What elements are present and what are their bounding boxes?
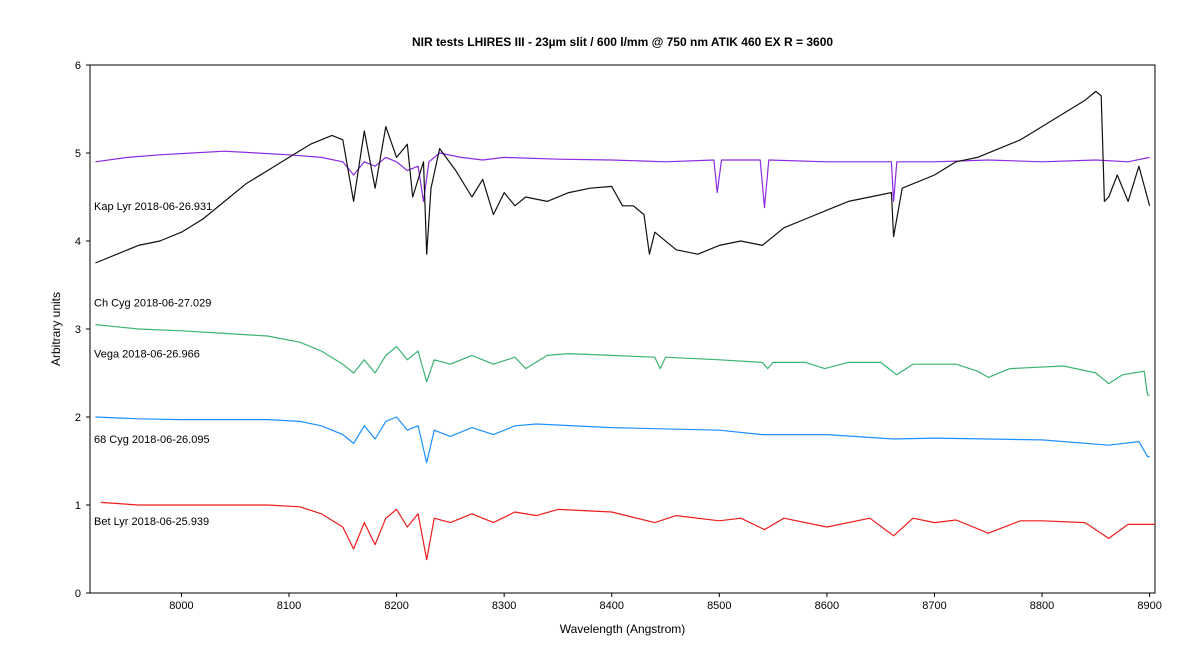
x-axis-label: Wavelength (Angstrom)	[560, 622, 686, 636]
x-tick-label: 8500	[707, 600, 731, 612]
y-tick-label: 0	[75, 588, 81, 600]
chart-title: NIR tests LHIRES III - 23µm slit / 600 l…	[412, 35, 833, 49]
y-tick-label: 1	[75, 500, 81, 512]
series-label: Ch Cyg 2018-06-27.029	[94, 298, 211, 310]
series-line	[95, 324, 1150, 396]
series-group	[95, 90, 1155, 561]
x-tick-label: 8600	[815, 600, 839, 612]
x-tick-label: 8800	[1030, 600, 1054, 612]
y-tick-label: 5	[75, 148, 81, 160]
series-label: Bet Lyr 2018-06-25.939	[94, 516, 209, 528]
series-line	[95, 90, 1151, 264]
y-tick-label: 2	[75, 412, 81, 424]
series-label: 68 Cyg 2018-06-26.095	[94, 434, 210, 446]
series-line	[95, 150, 1150, 209]
series-label: Kap Lyr 2018-06-26.931	[94, 201, 212, 213]
y-axis-label: Arbitrary units	[49, 292, 63, 366]
x-tick-label: 8400	[600, 600, 624, 612]
x-axis: 8000 8100 8200 8300 8400 8500 8600 8700 8800 8900	[169, 593, 1162, 612]
x-tick-label: 8200	[384, 600, 408, 612]
x-tick-label: 8700	[922, 600, 946, 612]
x-tick-label: 8000	[169, 600, 193, 612]
y-tick-label: 3	[75, 324, 81, 336]
y-axis: 0 1 2 3 4 5 6	[75, 60, 90, 600]
series-labels: Kap Lyr 2018-06-26.931 Ch Cyg 2018-06-27.…	[94, 201, 212, 528]
series-line	[100, 501, 1155, 561]
y-tick-label: 6	[75, 60, 81, 72]
y-tick-label: 4	[75, 236, 81, 248]
x-tick-label: 8300	[492, 600, 516, 612]
series-label: Vega 2018-06-26.966	[94, 349, 200, 361]
x-tick-label: 8100	[277, 600, 301, 612]
plot-area	[89, 64, 1156, 594]
x-tick-label: 8900	[1137, 600, 1161, 612]
series-line	[95, 416, 1150, 464]
